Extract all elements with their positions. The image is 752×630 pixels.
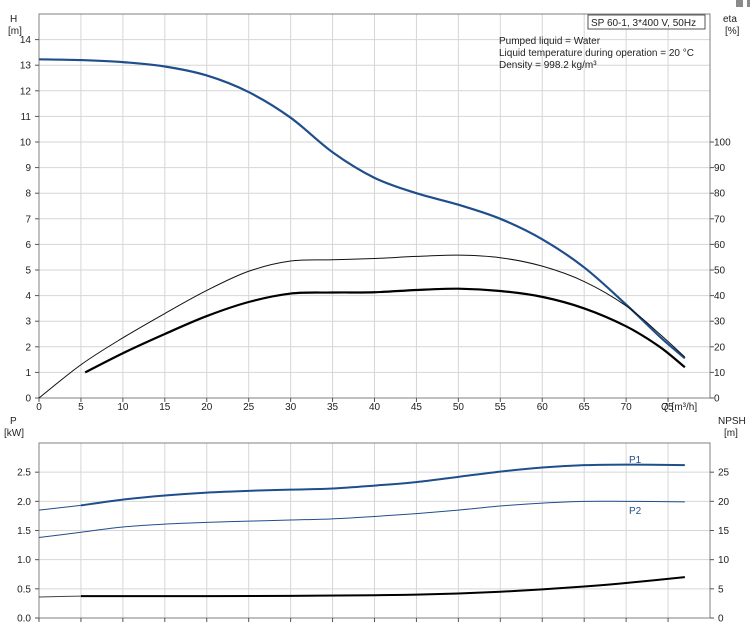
bottom-left-tick-label: 1.5 — [17, 526, 31, 537]
x-tick-label: 55 — [495, 402, 507, 413]
top-left-tick-label: 8 — [25, 189, 31, 200]
top-left-tick-label: 2 — [25, 342, 31, 353]
x-tick-label: 20 — [201, 402, 213, 413]
bottom-right-tick-label: 25 — [718, 468, 730, 479]
bottom-left-tick-label: 0.0 — [17, 614, 31, 625]
top-left-axis-label-line1: H — [10, 14, 17, 25]
top-right-tick-label: 70 — [714, 214, 726, 225]
bottom-left-tick-label: 0.5 — [17, 584, 31, 595]
chart-title-box — [587, 14, 706, 30]
top-left-tick-label: 7 — [25, 214, 31, 225]
bottom-right-axis-label-line2: [m] — [724, 428, 738, 439]
top-chart-grid: 0123456789101112131401020304050607080901… — [20, 13, 731, 413]
annotation-density: Density = 998.2 kg/m³ — [499, 60, 597, 71]
p1-curve — [80, 463, 685, 507]
bottom-right-tick-label: 5 — [718, 584, 724, 595]
x-tick-label: 40 — [369, 402, 381, 413]
npsh-curve-extension — [38, 595, 81, 598]
bottom-left-tick-label: 2.5 — [17, 468, 31, 479]
top-right-axis-label-line1: eta — [723, 14, 737, 25]
top-right-tick-label: 30 — [714, 317, 726, 328]
top-right-tick-label: 90 — [714, 163, 726, 174]
top-left-tick-label: 3 — [25, 317, 31, 328]
top-left-tick-label: 1 — [25, 368, 31, 379]
top-right-tick-label: 20 — [714, 342, 726, 353]
top-right-tick-label: 100 — [714, 138, 731, 149]
p1-curve-extension — [38, 504, 81, 511]
top-right-tick-label: 80 — [714, 189, 726, 200]
chart-title: SP 60-1, 3*400 V, 50Hz — [591, 18, 696, 29]
top-left-tick-label: 6 — [25, 240, 31, 251]
x-tick-label: 35 — [327, 402, 339, 413]
annotation-pumped-liquid: Pumped liquid = Water — [499, 36, 601, 47]
bottom-right-tick-label: 10 — [718, 555, 730, 566]
bottom-right-axis-label-line1: NPSH — [718, 416, 746, 427]
x-tick-label: 45 — [411, 402, 423, 413]
bottom-right-tick-label: 20 — [718, 497, 730, 508]
corner-decoration — [736, 0, 752, 8]
x-tick-label: 25 — [243, 402, 255, 413]
annotation-liquid-temperature: Liquid temperature during operation = 20… — [499, 48, 694, 59]
bottom-chart-series — [38, 463, 685, 598]
head-curve — [38, 58, 686, 360]
npsh-curve — [80, 576, 685, 598]
p2-curve — [38, 500, 685, 538]
top-left-tick-label: 5 — [25, 266, 31, 277]
x-tick-label: 50 — [453, 402, 465, 413]
top-left-tick-label: 11 — [21, 112, 32, 123]
x-tick-label: 5 — [78, 402, 84, 413]
x-tick-label: 75 — [663, 402, 675, 413]
top-right-tick-label: 40 — [714, 291, 726, 302]
bottom-chart-grid: 0.0 0.5 1.0 1.5 2.0 2.5 0 5 10 15 20 25 — [17, 442, 730, 625]
efficiency-curve-bold — [84, 287, 686, 374]
x-tick-label: 0 — [36, 402, 42, 413]
top-chart-series — [38, 58, 686, 399]
x-tick-label: 30 — [285, 402, 297, 413]
bottom-left-axis-label-line2: [kW] — [4, 428, 24, 439]
x-axis-label: Q [m³/h] — [661, 402, 697, 413]
series-label-p1: P1 — [629, 455, 642, 466]
efficiency-curve-thin — [38, 254, 686, 399]
bottom-left-tick-label: 1.0 — [17, 555, 31, 566]
bottom-right-tick-label: 15 — [718, 526, 730, 537]
top-left-tick-label: 13 — [20, 61, 32, 72]
bottom-left-axis-label-line1: P — [10, 416, 17, 427]
top-left-axis-label-line2: [m] — [8, 26, 22, 37]
top-right-tick-label: 0 — [714, 394, 720, 405]
top-left-tick-label: 10 — [20, 138, 32, 149]
bottom-left-tick-label: 2.0 — [17, 497, 31, 508]
bottom-right-tick-label: 0 — [718, 614, 724, 625]
top-left-tick-label: 4 — [25, 291, 31, 302]
top-left-tick-label: 12 — [20, 86, 32, 97]
top-right-tick-label: 50 — [714, 266, 726, 277]
x-tick-label: 70 — [621, 402, 633, 413]
top-right-tick-label: 60 — [714, 240, 726, 251]
top-right-axis-label-line2: [%] — [725, 26, 740, 37]
x-tick-label: 15 — [159, 402, 171, 413]
top-left-tick-label: 9 — [25, 163, 31, 174]
x-tick-label: 60 — [537, 402, 549, 413]
x-tick-label: 10 — [117, 402, 129, 413]
top-left-tick-label: 0 — [25, 394, 31, 405]
x-tick-label: 65 — [579, 402, 591, 413]
top-right-tick-label: 10 — [714, 368, 726, 379]
series-label-p2: P2 — [629, 506, 642, 517]
top-left-tick-label: 14 — [20, 35, 32, 46]
